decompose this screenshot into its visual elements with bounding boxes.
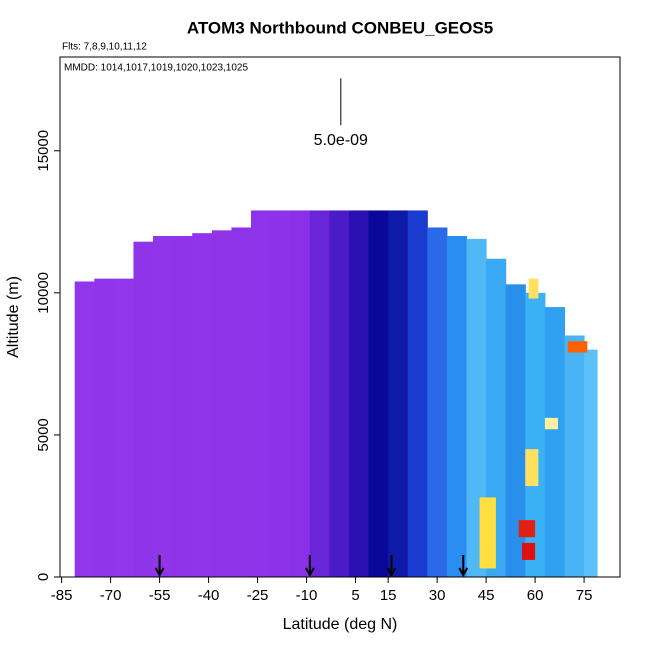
dates-note: MMDD: 1014,1017,1019,1020,1023,1025 [64,63,248,74]
y-tick-label: 10000 [35,272,52,314]
plot-frame [59,56,621,578]
curtain-column [172,236,193,577]
curtain-column [74,281,95,577]
curtain-column [564,335,585,577]
x-tick-label: -10 [296,587,318,604]
y-tick-label: 0 [35,573,52,581]
curtain-column [505,284,526,577]
x-tick-label: 45 [478,587,495,604]
curtain-column [113,278,134,577]
curtain-column [407,210,428,577]
flight-arrow [304,555,315,578]
x-tick-label: 75 [576,587,593,604]
curtain-patch [522,542,536,560]
flights-note: Flts: 7,8,9,10,11,12 [62,42,147,53]
curtain-column [466,238,487,578]
x-tick-label: -25 [247,587,269,604]
x-axis-label: Latitude (deg N) [283,616,398,633]
curtain-column [290,210,311,577]
curtain-column [211,230,232,578]
y-tick-label: 5000 [35,418,52,451]
curtain-patch [518,520,536,538]
curtain-column [133,241,154,577]
flight-arrow [458,555,469,578]
x-tick-label: 30 [429,587,446,604]
x-tick-label: 60 [527,587,544,604]
y-tick-label: 15000 [35,130,52,172]
curtain-column [231,227,252,577]
chart-title: ATOM3 Northbound CONBEU_GEOS5 [187,18,493,37]
curtain-column [525,292,546,577]
curtain-patch [567,341,588,353]
curtain-column [192,233,213,577]
curtain-column [584,349,598,577]
curtain-column [251,210,272,577]
x-tick-label: -55 [149,587,171,604]
curtain-patch [544,417,558,430]
curtain-column [270,210,291,577]
scale-label: 5.0e-09 [314,132,368,149]
x-tick-label: 15 [380,587,397,604]
curtain-column [348,210,370,577]
curtain-column [427,227,448,577]
x-tick-label: -40 [198,587,220,604]
y-axis-label: Altitude (m) [5,276,22,358]
x-tick-label: 5 [351,587,359,604]
flight-arrow [154,555,165,578]
plot-area [74,210,598,578]
curtain-patch [479,497,496,569]
x-tick-label: -70 [100,587,122,604]
curtain-column [329,210,350,577]
flight-arrow [386,555,397,578]
curtain-patch [528,278,539,299]
curtain-column [544,307,565,577]
curtain-column [388,210,409,577]
x-tick-label: -85 [51,587,73,604]
curtain-column [153,236,174,577]
curtain-column [94,278,115,577]
curtain-column [368,210,389,577]
curtain-patch [525,449,539,487]
curtain-column [309,210,330,577]
curtain-column [446,236,468,577]
